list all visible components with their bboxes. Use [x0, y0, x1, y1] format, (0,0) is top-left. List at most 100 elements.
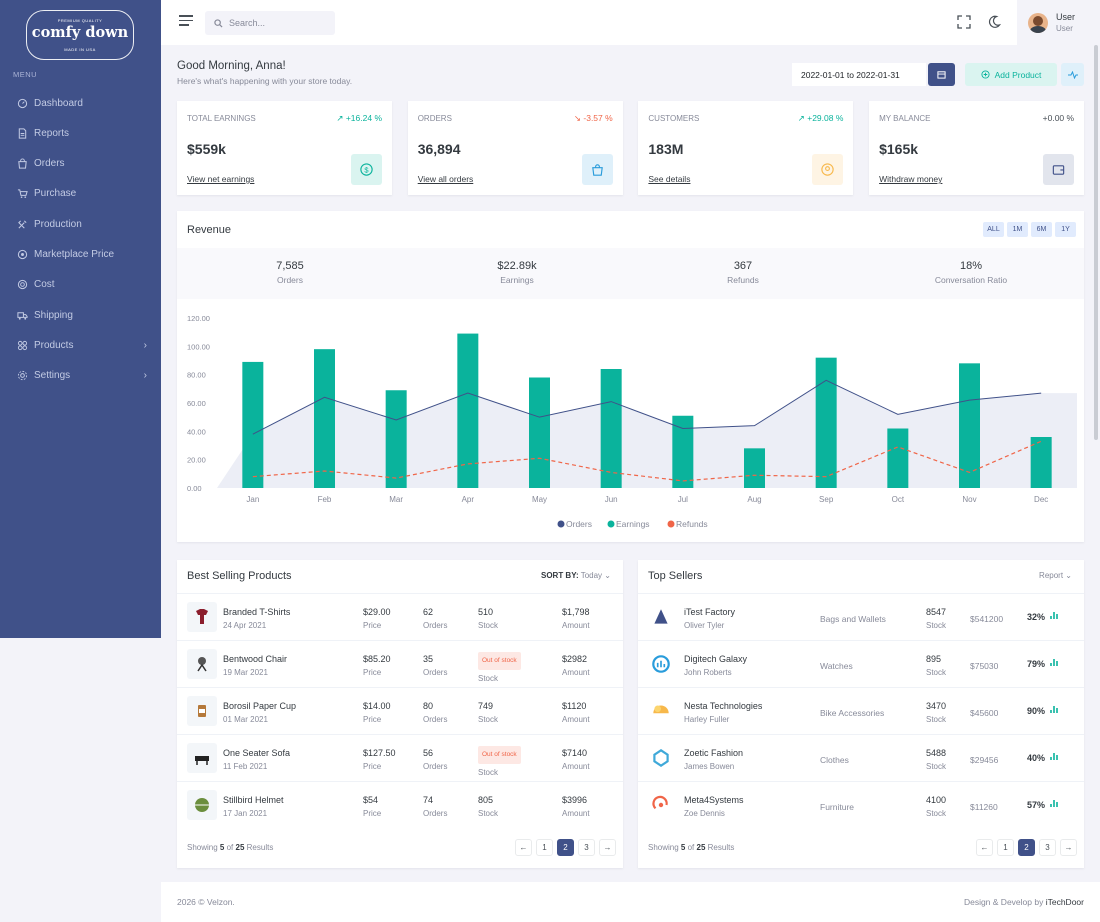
earnings-bar[interactable]: [815, 357, 837, 488]
sidebar-item-dashboard[interactable]: Dashboard: [0, 90, 161, 116]
stat-link[interactable]: See details: [648, 174, 691, 184]
y-tick-label: 40.00: [187, 427, 206, 436]
stat-link[interactable]: Withdraw money: [879, 174, 943, 184]
company-name[interactable]: Zoetic Fashion: [684, 748, 744, 758]
table-row[interactable]: Digitech Galaxy John Roberts Watches 895 Sto…: [638, 640, 1084, 687]
product-name[interactable]: Stillbird Helmet: [223, 795, 284, 805]
prev-page-button[interactable]: ←: [976, 839, 993, 856]
period-button-all[interactable]: ALL: [983, 222, 1004, 237]
sidebar-item-orders[interactable]: Orders: [0, 151, 161, 177]
company-name[interactable]: Meta4Systems: [684, 795, 744, 805]
category-cell: Watches: [820, 659, 853, 673]
user-avatar: [1028, 12, 1048, 33]
activity-button[interactable]: [1061, 63, 1084, 86]
legend-label[interactable]: Refunds: [676, 519, 708, 529]
page-button[interactable]: 2: [1018, 839, 1035, 856]
sidebar-item-marketplace-price[interactable]: Marketplace Price: [0, 242, 161, 268]
next-page-button[interactable]: →: [599, 839, 616, 856]
sort-dropdown[interactable]: SORT BY: Today ⌄: [541, 571, 611, 580]
page-button[interactable]: 1: [536, 839, 553, 856]
table-row[interactable]: Stillbird Helmet 17 Jan 2021 $54 Price 74 Ord…: [177, 781, 623, 828]
table-row[interactable]: Bentwood Chair 19 Mar 2021 $85.20 Price 35 Or…: [177, 640, 623, 687]
page-scrollbar[interactable]: [1094, 45, 1098, 440]
page-button[interactable]: 3: [578, 839, 595, 856]
table-row[interactable]: Borosil Paper Cup 01 Mar 2021 $14.00 Price 8…: [177, 687, 623, 734]
earnings-bar[interactable]: [385, 390, 407, 488]
sidebar-item-products[interactable]: Products ›: [0, 332, 161, 358]
brand-logo[interactable]: PREMIUM QUALITY comfy down MADE IN USA: [26, 10, 134, 60]
company-name[interactable]: iTest Factory: [684, 607, 736, 617]
amount-cell: $45600: [970, 706, 998, 720]
product-name[interactable]: Borosil Paper Cup: [223, 701, 297, 711]
page-button[interactable]: 2: [557, 839, 574, 856]
product-thumbnail: [187, 696, 217, 726]
table-row[interactable]: Meta4Systems Zoe Dennis Furniture 4100 Stock…: [638, 781, 1084, 828]
period-button-1y[interactable]: 1Y: [1055, 222, 1076, 237]
product-name[interactable]: Branded T-Shirts: [223, 607, 291, 617]
stock-cell: 895 Stock: [926, 652, 946, 680]
credit-link[interactable]: iTechDoor: [1045, 897, 1084, 907]
table-row[interactable]: Zoetic Fashion James Bowen Clothes 5488 Stoc…: [638, 734, 1084, 781]
fullscreen-icon[interactable]: [957, 15, 971, 29]
seller-cell: Digitech Galaxy John Roberts: [684, 652, 747, 680]
user-menu[interactable]: User User: [1017, 0, 1100, 45]
company-name[interactable]: Nesta Technologies: [684, 701, 763, 711]
calendar-button[interactable]: [928, 63, 955, 86]
logo-tagline-bottom: MADE IN USA: [64, 47, 96, 52]
stock-label: Stock: [926, 715, 947, 724]
search-input[interactable]: Search...: [205, 11, 335, 35]
sidebar-item-reports[interactable]: Reports: [0, 120, 161, 146]
hamburger-menu-icon[interactable]: [179, 15, 193, 27]
stock-cell: 4100 Stock: [926, 793, 946, 821]
product-date: 24 Apr 2021: [223, 621, 267, 630]
date-range-picker[interactable]: 2022-01-01 to 2022-01-31: [792, 63, 926, 86]
sidebar-item-purchase[interactable]: Purchase: [0, 181, 161, 207]
percent-value: 79%: [1027, 659, 1046, 669]
earnings-bar[interactable]: [672, 415, 694, 488]
period-button-6m[interactable]: 6M: [1031, 222, 1052, 237]
x-tick-label: Jul: [678, 495, 688, 504]
stat-value: 36,894: [417, 141, 461, 157]
amount-cell: $11260: [970, 800, 998, 814]
earnings-bar[interactable]: [959, 363, 980, 488]
dark-mode-moon-icon[interactable]: [987, 15, 1001, 29]
sidebar-item-cost[interactable]: Cost: [0, 272, 161, 298]
table-row[interactable]: One Seater Sofa 11 Feb 2021 $127.50 Price 56…: [177, 734, 623, 781]
product-name[interactable]: One Seater Sofa: [223, 748, 291, 758]
add-product-button[interactable]: Add Product: [965, 63, 1057, 86]
sidebar-item-shipping[interactable]: Shipping: [0, 302, 161, 328]
earnings-bar[interactable]: [457, 333, 479, 488]
legend-label[interactable]: Orders: [566, 519, 592, 529]
table-row[interactable]: iTest Factory Oliver Tyler Bags and Wallet…: [638, 593, 1084, 640]
product-price-cell: $54 Price: [363, 793, 381, 821]
product-stock-cell: Out of stock Stock: [478, 746, 521, 780]
legend-label[interactable]: Earnings: [616, 519, 650, 529]
product-name[interactable]: Bentwood Chair: [223, 654, 288, 664]
table-row[interactable]: Branded T-Shirts 24 Apr 2021 $29.00 Price 62…: [177, 593, 623, 640]
page-button[interactable]: 1: [997, 839, 1014, 856]
seller-cell: Zoetic Fashion James Bowen: [684, 746, 743, 774]
page-button[interactable]: 3: [1039, 839, 1056, 856]
stat-link[interactable]: View all orders: [417, 174, 474, 184]
prev-page-button[interactable]: ←: [515, 839, 532, 856]
orders-label: Orders: [423, 715, 448, 724]
product-orders-cell: 80 Orders: [423, 699, 447, 727]
earnings-bar[interactable]: [887, 428, 909, 489]
company-name[interactable]: Digitech Galaxy: [684, 654, 748, 664]
earnings-bar[interactable]: [744, 448, 765, 488]
period-button-1m[interactable]: 1M: [1007, 222, 1028, 237]
sidebar-item-settings[interactable]: Settings ›: [0, 363, 161, 389]
earnings-bar[interactable]: [242, 361, 264, 488]
table-row[interactable]: Nesta Technologies Harley Fuller Bike Acce…: [638, 687, 1084, 734]
next-page-button[interactable]: →: [1060, 839, 1077, 856]
sidebar-item-production[interactable]: Production: [0, 211, 161, 237]
amount-value: $541200: [970, 614, 1004, 624]
stat-link[interactable]: View net earnings: [187, 174, 255, 184]
earnings-bar[interactable]: [600, 369, 622, 488]
earnings-bar[interactable]: [1030, 437, 1052, 488]
report-dropdown[interactable]: Report ⌄: [1039, 571, 1072, 580]
earnings-bar[interactable]: [314, 349, 335, 488]
amount-label: Amount: [562, 715, 590, 724]
revenue-summary-bar: [177, 248, 1084, 299]
earnings-bar[interactable]: [529, 377, 550, 489]
